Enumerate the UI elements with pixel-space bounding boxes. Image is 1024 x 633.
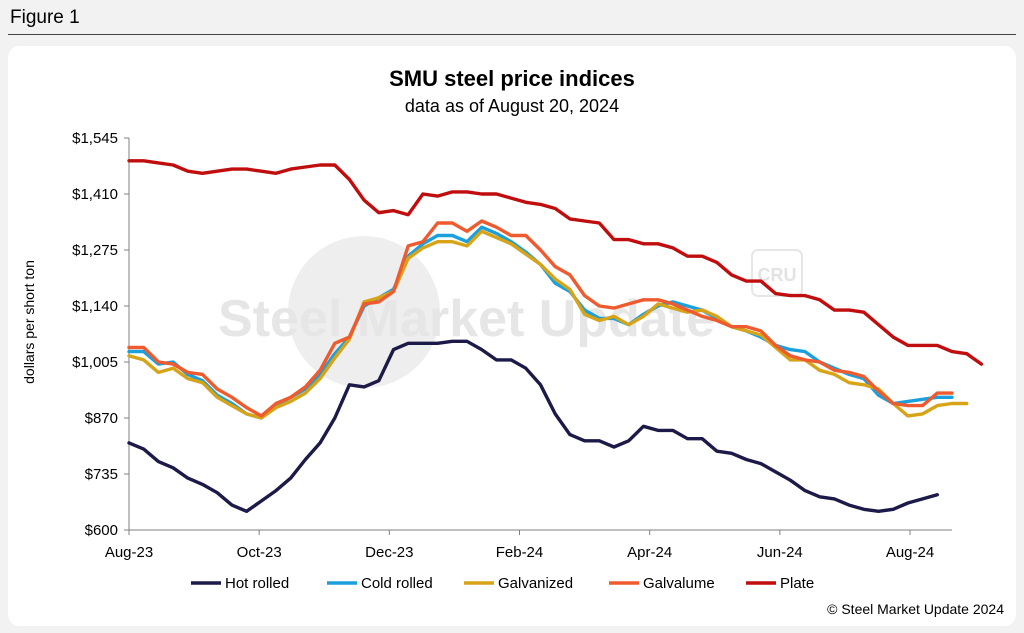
series-line-galvalume <box>127 219 954 418</box>
y-tick-label: $1,140 <box>72 298 118 315</box>
y-tick-label: $1,275 <box>72 242 118 259</box>
x-tick-label: Oct-23 <box>237 544 282 561</box>
watermark-logo: CRU <box>758 265 797 285</box>
y-tick-label: $870 <box>85 410 118 427</box>
y-tick-label: $600 <box>85 522 118 539</box>
series-line-plate <box>127 159 984 366</box>
legend-label: Hot rolled <box>225 575 289 592</box>
series-lines <box>127 159 984 513</box>
figure-rule <box>8 34 1016 35</box>
x-tick-label: Feb-24 <box>496 544 544 561</box>
line-chart: Steel Market Update CRU SMU steel price … <box>21 66 1004 617</box>
legend-label: Cold rolled <box>361 575 433 592</box>
legend-label: Plate <box>780 575 814 592</box>
y-axis-label: dollars per short ton <box>21 260 37 384</box>
x-tick-label: Aug-23 <box>105 544 153 561</box>
copyright: © Steel Market Update 2024 <box>827 601 1004 617</box>
y-tick-label: $1,410 <box>72 186 118 203</box>
watermark: Steel Market Update CRU <box>218 236 803 388</box>
figure-label: Figure 1 <box>10 7 80 28</box>
legend-label: Galvalume <box>643 575 715 592</box>
chart-title: SMU steel price indices <box>389 66 635 91</box>
chart-panel: Steel Market Update CRU SMU steel price … <box>8 46 1016 626</box>
series-line-galvanized <box>127 229 969 420</box>
x-tick-label: Apr-24 <box>627 544 672 561</box>
y-tick-label: $1,545 <box>72 130 118 147</box>
legend-label: Galvanized <box>498 575 573 592</box>
series-line-hot-rolled <box>127 339 939 513</box>
legend: Hot rolled Cold rolled Galvanized Galvalume… <box>191 575 814 592</box>
x-tick-label: Aug-24 <box>886 544 934 561</box>
watermark-text: Steel Market Update <box>218 290 715 348</box>
y-axis-ticks: $600 $735 $870 $1,005 $1,140 $1,275 $1,410 $1,5… <box>72 130 129 539</box>
x-tick-label: Dec-23 <box>365 544 413 561</box>
x-axis-ticks: Aug-23 Oct-23 Dec-23 Feb-24 Apr-24 Jun-24 Aug-… <box>105 530 934 561</box>
x-tick-label: Jun-24 <box>757 544 803 561</box>
chart-subtitle: data as of August 20, 2024 <box>405 96 619 116</box>
y-tick-label: $1,005 <box>72 354 118 371</box>
y-tick-label: $735 <box>85 466 118 483</box>
watermark-logo-box <box>751 249 803 297</box>
